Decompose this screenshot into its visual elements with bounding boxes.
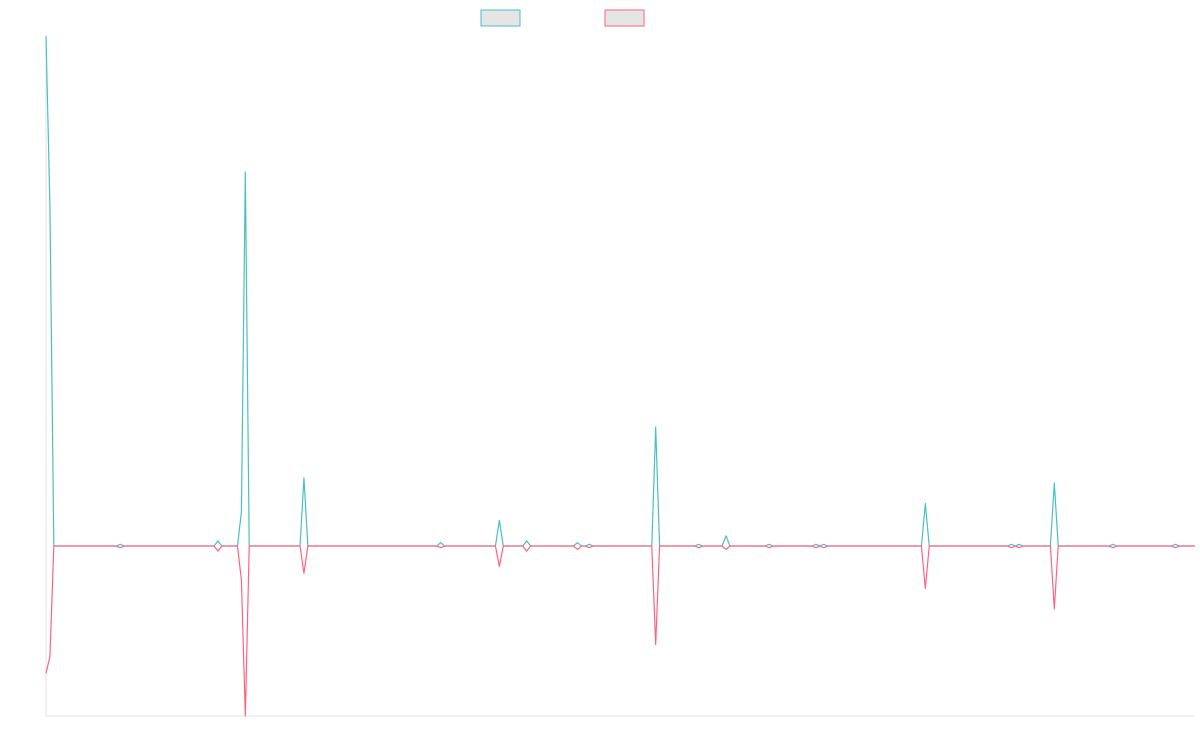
series-line-2 xyxy=(45,545,1195,717)
series-line-1 xyxy=(45,35,1195,547)
axes xyxy=(45,36,1195,717)
legend-swatch-2[interactable] xyxy=(604,9,645,27)
legend-swatch-1[interactable] xyxy=(480,9,521,27)
legend xyxy=(480,9,645,27)
series-layer xyxy=(45,35,1195,717)
